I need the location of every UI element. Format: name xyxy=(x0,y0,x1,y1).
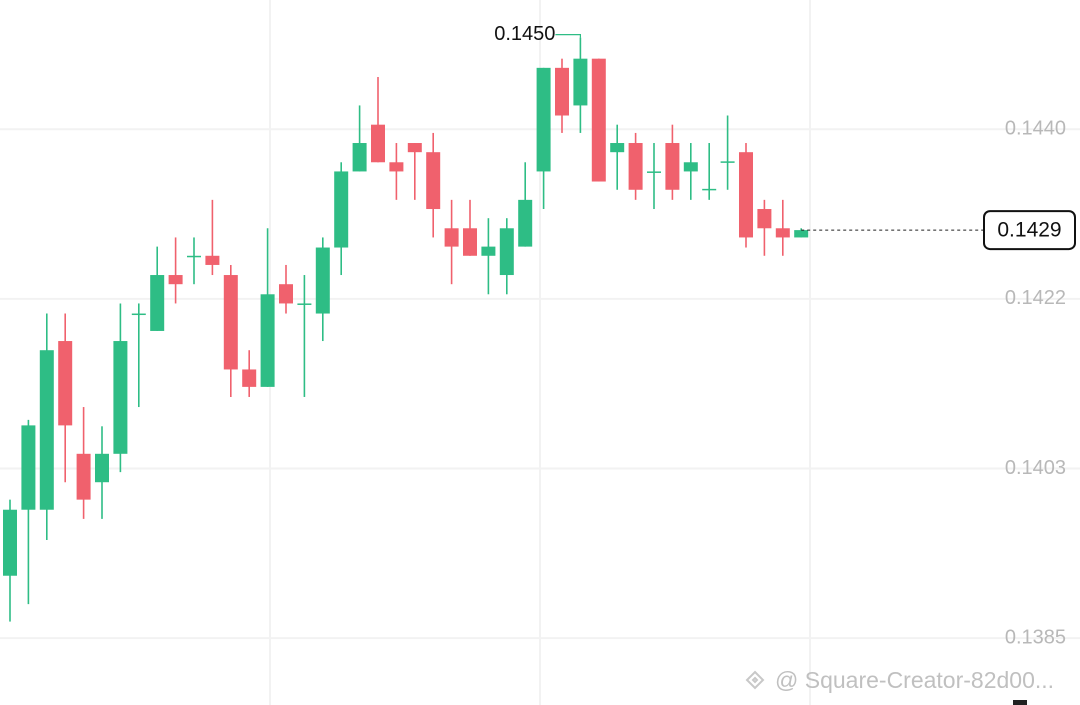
candle-body xyxy=(518,199,533,247)
candle-body xyxy=(499,228,514,276)
candle-body xyxy=(407,143,422,153)
candle-body xyxy=(279,284,293,304)
last-price-label: 0.1429 xyxy=(997,219,1061,242)
candle-body xyxy=(794,230,809,238)
candle-body xyxy=(702,188,717,191)
candle-body xyxy=(739,152,753,238)
candle-body xyxy=(555,67,569,116)
y-tick-label: 0.1385 xyxy=(1005,626,1066,648)
last-price-box xyxy=(983,210,1076,251)
candle-body xyxy=(665,143,680,190)
candle-body xyxy=(76,453,91,500)
watermark-icon xyxy=(745,670,765,690)
candle-body xyxy=(315,247,330,314)
candle-body xyxy=(536,67,551,172)
candle-body xyxy=(371,124,385,163)
candle-body xyxy=(113,341,128,454)
annotation: 0.1450 xyxy=(494,23,555,45)
candle-body xyxy=(444,228,459,247)
candle-body xyxy=(168,275,183,285)
candle-body xyxy=(21,425,36,510)
candle-body xyxy=(3,509,17,576)
candle-body xyxy=(95,453,109,483)
candle-body xyxy=(591,58,606,182)
candle-body xyxy=(647,171,661,173)
candle-body xyxy=(628,143,643,190)
candle-body xyxy=(242,369,257,387)
watermark: @ Square-Creator-82d00... xyxy=(775,667,1054,693)
candle-body xyxy=(757,209,772,229)
candle-body xyxy=(573,58,588,106)
candle-body xyxy=(352,143,367,172)
annotation-leader xyxy=(555,33,581,38)
candle-body xyxy=(150,275,165,331)
candle-body xyxy=(775,228,790,238)
candle-body xyxy=(463,228,477,256)
candle-body xyxy=(187,255,201,258)
candle-body xyxy=(481,246,496,256)
candle-body xyxy=(426,152,441,210)
candle-body xyxy=(39,350,54,510)
candle-body xyxy=(223,275,238,370)
candle-body xyxy=(720,161,735,163)
candle-body xyxy=(297,303,312,305)
candle-body xyxy=(334,171,349,248)
y-tick-label: 0.1403 xyxy=(1005,457,1066,479)
candle-body xyxy=(260,294,275,387)
candle-body xyxy=(58,341,73,426)
candle-body xyxy=(683,162,698,172)
corner-mark xyxy=(1013,700,1027,705)
candle-body xyxy=(389,162,404,172)
candle-body xyxy=(205,255,220,265)
candle-body xyxy=(610,143,625,153)
y-tick-label: 0.1440 xyxy=(1005,118,1066,140)
y-tick-label: 0.1422 xyxy=(1005,287,1066,309)
candle-body xyxy=(131,313,146,316)
